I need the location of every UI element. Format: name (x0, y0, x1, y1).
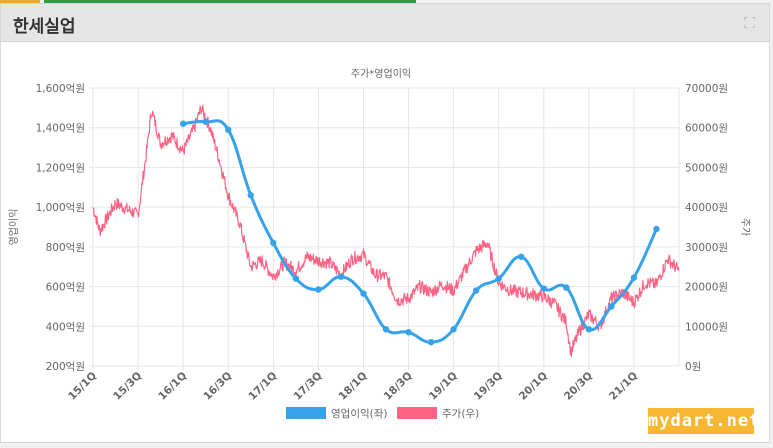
x-tick-label: 20/1Q (517, 370, 550, 403)
legend-item-operating-profit[interactable]: 영업이익(좌) (286, 407, 388, 420)
x-axis-ticks: 15/1Q 15/3Q 16/1Q 16/3Q 17/1Q 17/3Q 18/1Q 18/3Q… (66, 370, 640, 403)
panel-header: 한세실업 (1, 4, 769, 42)
left-tick-label: 200억원 (46, 361, 85, 373)
right-tick-label: 0원 (685, 361, 701, 373)
grid (89, 87, 680, 370)
x-tick-label: 18/3Q (382, 370, 415, 403)
left-tick-label: 1,600억원 (36, 83, 85, 95)
right-tick-label: 10000원 (685, 321, 728, 333)
data-point-operating-profit[interactable] (427, 338, 435, 346)
left-tick-label: 800억원 (46, 242, 85, 254)
x-tick-label: 17/1Q (246, 370, 279, 403)
x-tick-label: 18/1Q (337, 370, 370, 403)
watermark: mydart.net (648, 408, 759, 434)
series-line-stock-price (92, 104, 680, 358)
legend-swatch-operating-profit (286, 407, 326, 419)
data-point-operating-profit[interactable] (202, 118, 209, 125)
right-axis-ticks: 70000원 60000원 50000원 40000원 30000원 20000원 1000… (685, 83, 728, 373)
chart-title: 주가*영업이익 (351, 67, 411, 80)
data-point-operating-profit[interactable] (563, 284, 570, 291)
tab-accent-orange (0, 0, 40, 3)
right-axis-label: 주가 (739, 218, 751, 236)
left-axis-label: 영업이익 (7, 209, 20, 246)
left-tick-label: 400억원 (46, 321, 85, 333)
legend-label-stock-price: 주가(우) (442, 408, 479, 420)
data-point-operating-profit[interactable] (518, 253, 525, 260)
x-tick-label: 20/3Q (562, 370, 595, 403)
data-point-operating-profit[interactable] (495, 275, 502, 282)
data-point-operating-profit[interactable] (360, 290, 367, 297)
data-point-operating-profit[interactable] (472, 287, 480, 294)
data-point-operating-profit[interactable] (540, 285, 547, 292)
x-tick-label: 15/1Q (66, 370, 99, 403)
legend: 영업이익(좌) 주가(우) (286, 407, 479, 420)
left-tick-label: 1,400억원 (36, 123, 85, 135)
right-tick-label: 70000원 (685, 83, 728, 95)
data-point-operating-profit[interactable] (225, 126, 232, 133)
top-strip (0, 0, 773, 3)
legend-swatch-stock-price (397, 407, 437, 419)
left-tick-label: 1,000억원 (36, 202, 85, 214)
data-point-operating-profit[interactable] (450, 326, 457, 333)
data-point-operating-profit[interactable] (608, 303, 615, 310)
data-point-operating-profit[interactable] (179, 120, 187, 127)
x-tick-label: 15/3Q (111, 370, 144, 403)
chart-panel: 한세실업 (0, 3, 770, 443)
left-axis-ticks: 1,600억원 1,400억원 1,200억원 1,000억원 800억원 600억원 40… (36, 83, 85, 373)
x-tick-label: 19/3Q (472, 370, 505, 403)
data-point-operating-profit[interactable] (315, 286, 322, 293)
right-tick-label: 60000원 (685, 123, 728, 135)
data-point-operating-profit[interactable] (382, 326, 390, 333)
data-point-operating-profit[interactable] (630, 274, 638, 281)
left-tick-label: 600억원 (46, 282, 85, 294)
panel-title: 한세실업 (13, 17, 76, 37)
data-point-operating-profit[interactable] (337, 273, 345, 280)
data-point-operating-profit[interactable] (292, 275, 300, 282)
tab-accent-green (44, 0, 416, 3)
data-point-operating-profit[interactable] (585, 326, 593, 333)
x-tick-label: 17/3Q (291, 370, 324, 403)
right-tick-label: 50000원 (685, 162, 728, 174)
x-tick-label: 16/3Q (201, 370, 234, 403)
data-point-operating-profit[interactable] (270, 239, 277, 247)
right-tick-label: 30000원 (685, 242, 728, 254)
data-point-operating-profit[interactable] (653, 225, 660, 233)
x-tick-label: 21/1Q (607, 370, 640, 403)
legend-label-operating-profit: 영업이익(좌) (331, 407, 388, 420)
legend-item-stock-price[interactable]: 주가(우) (397, 407, 479, 420)
x-tick-label: 19/1Q (427, 370, 460, 403)
left-tick-label: 1,200억원 (36, 162, 85, 174)
right-tick-label: 40000원 (685, 202, 728, 214)
series-line-operating-profit (181, 119, 658, 344)
series-layer (92, 104, 680, 358)
right-tick-label: 20000원 (685, 282, 728, 294)
data-point-operating-profit[interactable] (405, 329, 412, 336)
data-point-operating-profit[interactable] (247, 192, 254, 199)
x-tick-label: 16/1Q (156, 370, 189, 403)
